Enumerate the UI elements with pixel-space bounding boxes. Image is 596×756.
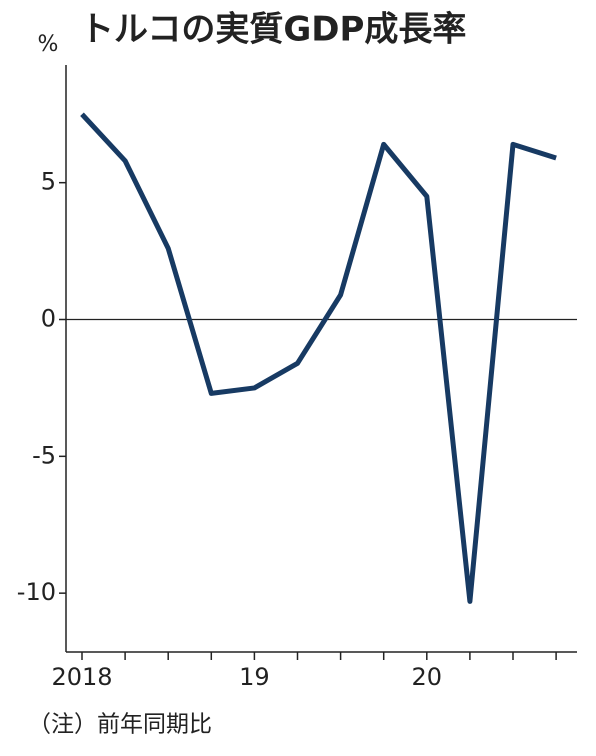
chart-title: トルコの実質GDP成長率: [80, 10, 466, 50]
x-tick-label: 2018: [51, 663, 112, 691]
y-tick-label: -5: [32, 441, 56, 469]
note: （注）前年同期比: [28, 712, 212, 738]
y-tick-label: 5: [41, 168, 56, 196]
x-tick-label: 20: [412, 663, 443, 691]
y-tick-label: 0: [41, 305, 56, 333]
x-tick-label: 19: [239, 663, 270, 691]
y-unit: %: [38, 32, 59, 57]
y-tick-label: -10: [17, 578, 56, 606]
data-line: [80, 112, 557, 604]
